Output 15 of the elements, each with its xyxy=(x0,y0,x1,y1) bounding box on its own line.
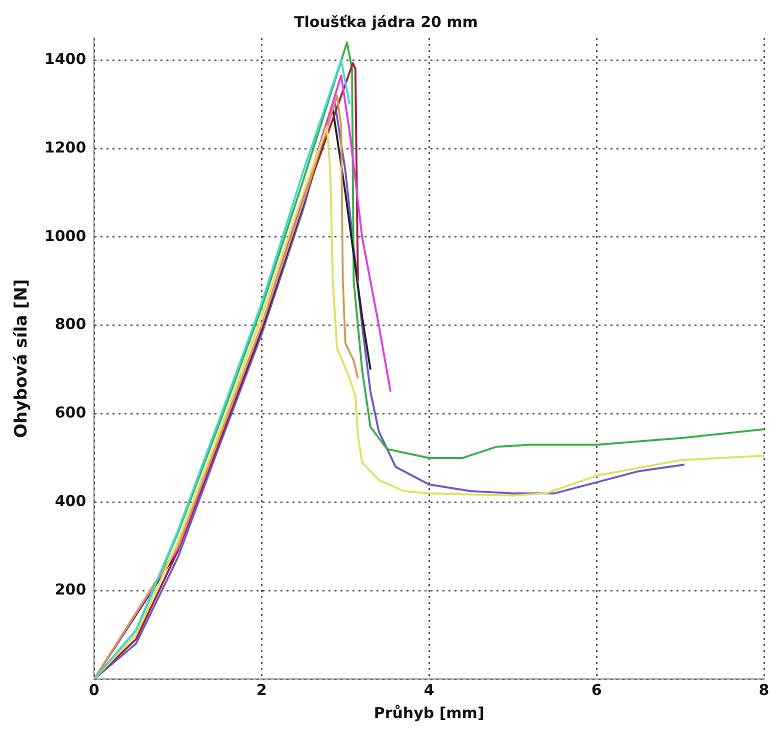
y-tick-label: 400 xyxy=(54,492,86,510)
x-tick-label: 2 xyxy=(256,680,267,699)
y-tick-label: 200 xyxy=(54,580,86,598)
x-tick-label: 8 xyxy=(758,680,770,699)
y-tick-label: 1200 xyxy=(44,138,86,156)
x-tick-label: 0 xyxy=(88,680,100,699)
y-tick-label: 800 xyxy=(54,315,86,334)
x-axis-title: Průhyb [mm] xyxy=(374,704,484,722)
y-axis-title: Ohybová síla [N] xyxy=(12,279,32,438)
y-tick-label: 1000 xyxy=(44,226,86,245)
x-tick-label: 6 xyxy=(591,680,602,699)
y-tick-label: 600 xyxy=(54,404,86,422)
x-tick-label: 4 xyxy=(424,680,434,699)
y-tick-label: 1400 xyxy=(44,50,86,68)
chart-title: Tloušťka jádra 20 mm xyxy=(294,12,478,31)
